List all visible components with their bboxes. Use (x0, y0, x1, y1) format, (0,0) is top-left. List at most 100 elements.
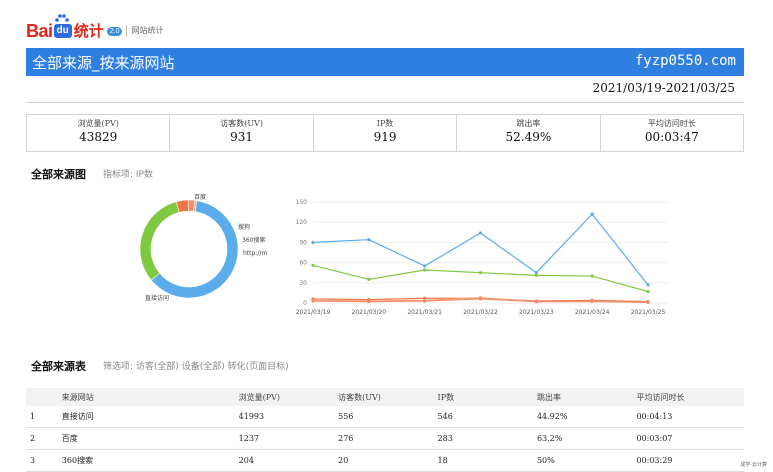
cell-pv: 1237 (238, 427, 339, 450)
stat-value: 00:03:47 (644, 130, 699, 144)
data-point (367, 300, 371, 304)
pie-label: 360搜索 (242, 236, 265, 244)
stat-label: 平均访问时长 (647, 119, 696, 128)
col-header[interactable]: 跳出率 (536, 388, 637, 406)
baidu-tongji-logo: Bai du 统计 2.0 网站统计 (26, 14, 164, 41)
data-point (646, 300, 650, 304)
table-row: 3 360搜索 204 20 18 50% 00:03:29 (26, 449, 744, 472)
data-point (590, 299, 594, 303)
data-point (534, 300, 538, 304)
data-point (534, 271, 538, 275)
data-point (646, 289, 650, 294)
row-index: 3 (26, 449, 62, 472)
row-index: 1 (26, 406, 62, 428)
logo-version-badge: 2.0 (106, 27, 123, 36)
cell-uv: 556 (338, 406, 438, 428)
cell-bounce: 63.2% (536, 427, 637, 450)
data-point (423, 299, 427, 303)
data-point (311, 263, 315, 267)
divider (26, 102, 744, 103)
cell-duration: 00:03:29 (636, 449, 744, 472)
y-tick-label: 150 (296, 199, 308, 206)
col-header[interactable]: 平均访问时长 (636, 388, 744, 406)
stat-uv: 访客数(UV) 931 (170, 115, 314, 151)
stat-value: 931 (230, 130, 254, 144)
chart-section-title: 全部来源图 (31, 168, 86, 181)
col-header[interactable]: 来源网站 (61, 388, 239, 406)
stat-bounce-rate: 跳出率 52.49% (457, 115, 601, 151)
logo-subtitle: 网站统计 (131, 26, 164, 35)
pie-slice (139, 201, 180, 281)
logo-tongji: 统计 (73, 22, 104, 40)
logo-bai: Bai (26, 21, 53, 41)
col-header (26, 388, 62, 406)
col-header[interactable]: 浏览量(PV) (238, 388, 339, 406)
y-tick-label: 90 (299, 239, 307, 246)
pie-label: 直接访问 (145, 294, 169, 302)
data-point (478, 297, 483, 301)
x-tick-label: 2021/03/20 (352, 309, 387, 316)
stat-pv: 浏览量(PV) 43829 (27, 115, 171, 151)
stat-label: 访客数(UV) (220, 119, 263, 128)
corner-watermark: 成学·云计算 (740, 462, 767, 468)
stat-value: 43829 (79, 130, 118, 144)
pie-slice (193, 200, 198, 212)
cell-duration: 00:03:07 (636, 427, 744, 450)
table-row: 1 直接访问 41993 556 546 44.92% 00:04:13 (26, 406, 744, 428)
x-tick-label: 2021/03/24 (575, 309, 610, 316)
y-tick-label: 0 (303, 300, 307, 307)
row-index: 2 (26, 427, 62, 450)
y-tick-label: 60 (299, 260, 307, 267)
data-point (423, 264, 427, 268)
cell-uv: 276 (338, 427, 438, 450)
source-name[interactable]: 360搜索 (61, 449, 239, 472)
pie-label: http://m (243, 250, 267, 257)
data-point (367, 277, 371, 282)
table-header-row: 来源网站 浏览量(PV) 访客数(UV) IP数 跳出率 平均访问时长 (26, 388, 744, 406)
cell-bounce: 50% (536, 449, 637, 472)
stat-label: 跳出率 (516, 119, 541, 128)
x-tick-label: 2021/03/21 (407, 309, 442, 316)
paw-icon (55, 14, 69, 22)
data-point (646, 283, 650, 287)
source-name[interactable]: 直接访问 (61, 406, 239, 428)
col-header[interactable]: IP数 (437, 388, 537, 406)
report-title: 全部来源_按来源网站 (32, 54, 175, 72)
x-tick-label: 2021/03/22 (463, 309, 498, 316)
cell-ip: 546 (437, 406, 537, 428)
stat-label: 浏览量(PV) (77, 119, 119, 128)
site-domain: fyzp0550.com (634, 53, 736, 69)
data-point (367, 238, 371, 242)
source-table: 来源网站 浏览量(PV) 访客数(UV) IP数 跳出率 平均访问时长 1 直接… (26, 388, 744, 472)
cell-uv: 20 (338, 449, 438, 472)
x-tick-label: 2021/03/25 (631, 309, 666, 316)
col-header[interactable]: 访客数(UV) (338, 388, 438, 406)
table-row: 2 百度 1237 276 283 63.2% 00:03:07 (26, 427, 744, 450)
source-name[interactable]: 百度 (61, 427, 239, 450)
data-point (534, 273, 538, 277)
y-tick-label: 120 (296, 219, 308, 226)
report-title-bar: 全部来源_按来源网站 fyzp0550.com (26, 48, 744, 76)
pie-label: 百度 (194, 193, 206, 201)
date-range: 2021/03/19-2021/03/25 (592, 81, 735, 95)
chart-metric-label: 指标项: IP数 (103, 170, 153, 180)
table-section-title: 全部来源表 (31, 360, 86, 373)
stat-value: 919 (373, 130, 397, 144)
pie-label: 搜狗 (238, 223, 250, 231)
data-point (311, 240, 315, 244)
logo-divider (126, 25, 128, 37)
stat-avg-duration: 平均访问时长 00:03:47 (601, 115, 743, 151)
table-filters[interactable]: 筛选项: 访客(全部) 设备(全部) 转化(页面目标) (103, 362, 289, 372)
y-tick-label: 30 (299, 280, 307, 287)
cell-pv: 204 (238, 449, 339, 472)
stat-label: IP数 (376, 119, 394, 128)
x-tick-label: 2021/03/19 (296, 309, 331, 316)
cell-ip: 283 (437, 427, 537, 450)
stat-ip: IP数 919 (314, 115, 458, 151)
data-point (478, 231, 483, 235)
cell-ip: 18 (437, 449, 537, 472)
cell-bounce: 44.92% (536, 406, 637, 428)
data-point (311, 299, 315, 303)
data-point (590, 212, 594, 216)
